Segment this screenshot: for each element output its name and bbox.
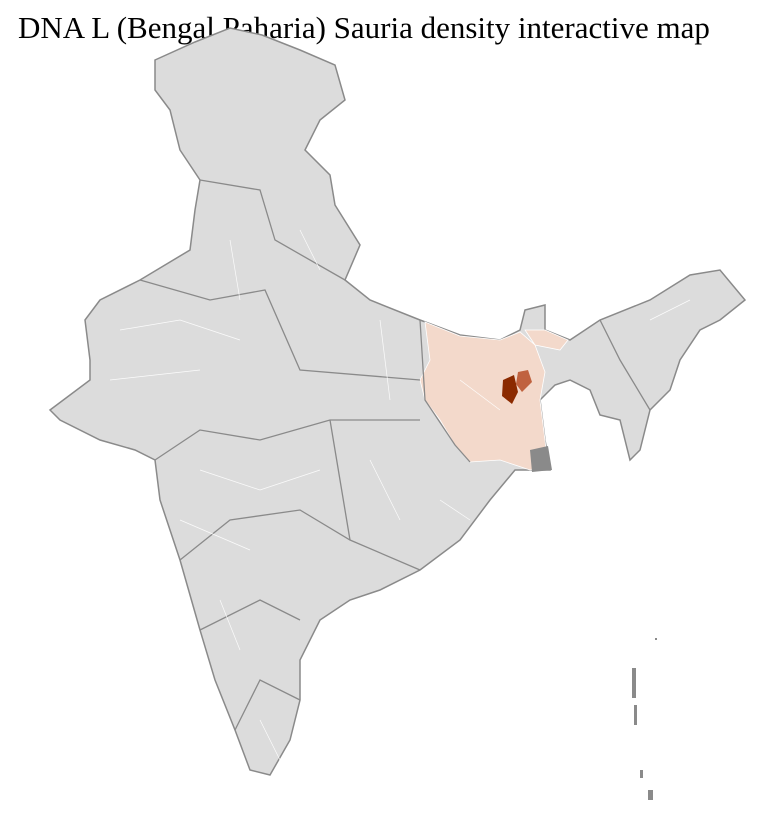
high-density-region[interactable] [502, 375, 518, 404]
map-title: DNA L (Bengal Paharia) Sauria density in… [18, 10, 710, 45]
country-shape [48, 27, 747, 776]
state-borders [139, 179, 651, 731]
district-borders [109, 229, 691, 761]
low-density-region[interactable] [524, 329, 569, 351]
andaman-islands [632, 638, 657, 800]
india-outline [48, 27, 747, 776]
sundarbans-region [530, 446, 552, 472]
medium-density-region[interactable] [516, 370, 532, 392]
